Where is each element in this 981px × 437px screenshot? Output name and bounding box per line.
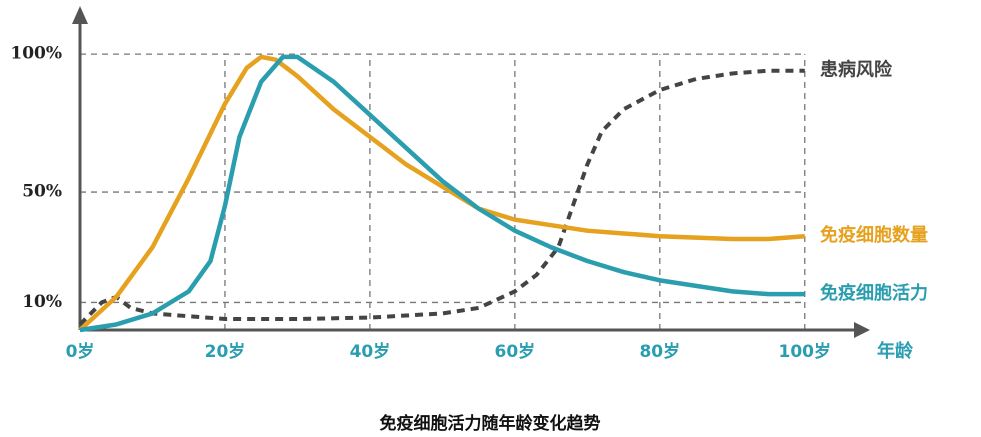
x-tick-label: 60岁 <box>495 341 536 362</box>
x-axis-arrow <box>854 322 870 338</box>
y-axis-arrow <box>72 6 88 24</box>
y-tick-label: 100% <box>10 44 62 64</box>
chart-title: 免疫细胞活力随年龄变化趋势 <box>380 413 601 434</box>
x-tick-label: 20岁 <box>205 341 246 362</box>
x-tick-label: 80岁 <box>639 341 680 362</box>
legend-label: 患病风险 <box>820 59 893 81</box>
series-line <box>79 54 805 333</box>
x-tick-label: 100岁 <box>779 341 832 362</box>
x-axis-label: 年龄 <box>877 340 914 362</box>
x-tick-label: 0岁 <box>66 341 95 362</box>
legend-label: 免疫细胞数量 <box>820 224 928 246</box>
y-tick-label: 10% <box>22 292 62 312</box>
series-line <box>78 68 805 326</box>
x-tick-label: 40岁 <box>350 341 391 362</box>
series-line <box>78 54 805 332</box>
legend-label: 免疫细胞活力 <box>820 282 928 304</box>
y-tick-label: 50% <box>22 182 62 202</box>
